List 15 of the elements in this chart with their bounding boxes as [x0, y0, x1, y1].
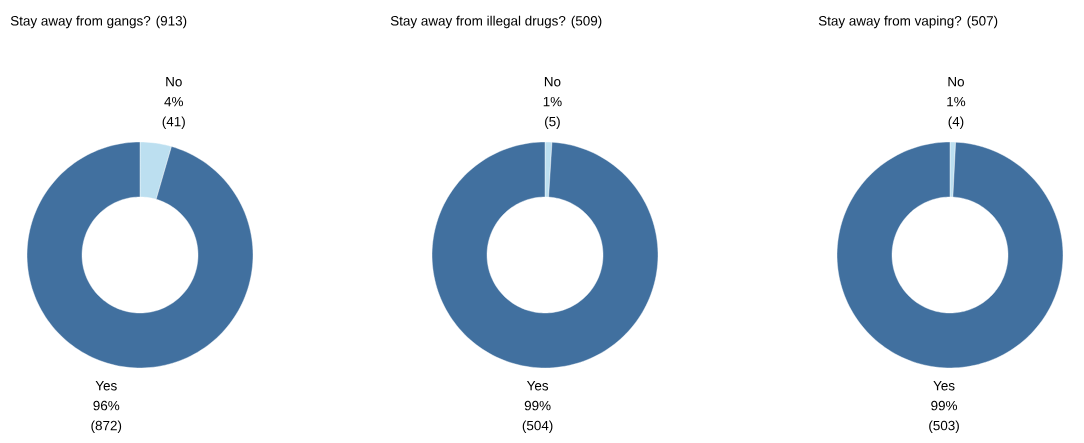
data-label: 1% (5) [543, 96, 562, 129]
slice-label: Yes [526, 381, 549, 391]
data-label: 99% (503) [929, 400, 959, 433]
slice-label: No [544, 77, 561, 87]
data-label: 4% (41) [162, 96, 185, 129]
data-label: 99% (504) [522, 400, 553, 433]
chart-title: Stay away from gangs? (913) [10, 15, 187, 29]
slice-label: Yes [933, 381, 955, 391]
slice-label: Yes [95, 381, 117, 391]
data-label: 1% (4) [947, 96, 966, 129]
chart-title: Stay away from illegal drugs? (509) [390, 15, 602, 29]
chart-title: Stay away from vaping? (507) [818, 15, 998, 29]
slice-label: No [948, 77, 964, 87]
data-label: 96% (872) [91, 400, 122, 433]
slice-label: No [166, 77, 182, 87]
